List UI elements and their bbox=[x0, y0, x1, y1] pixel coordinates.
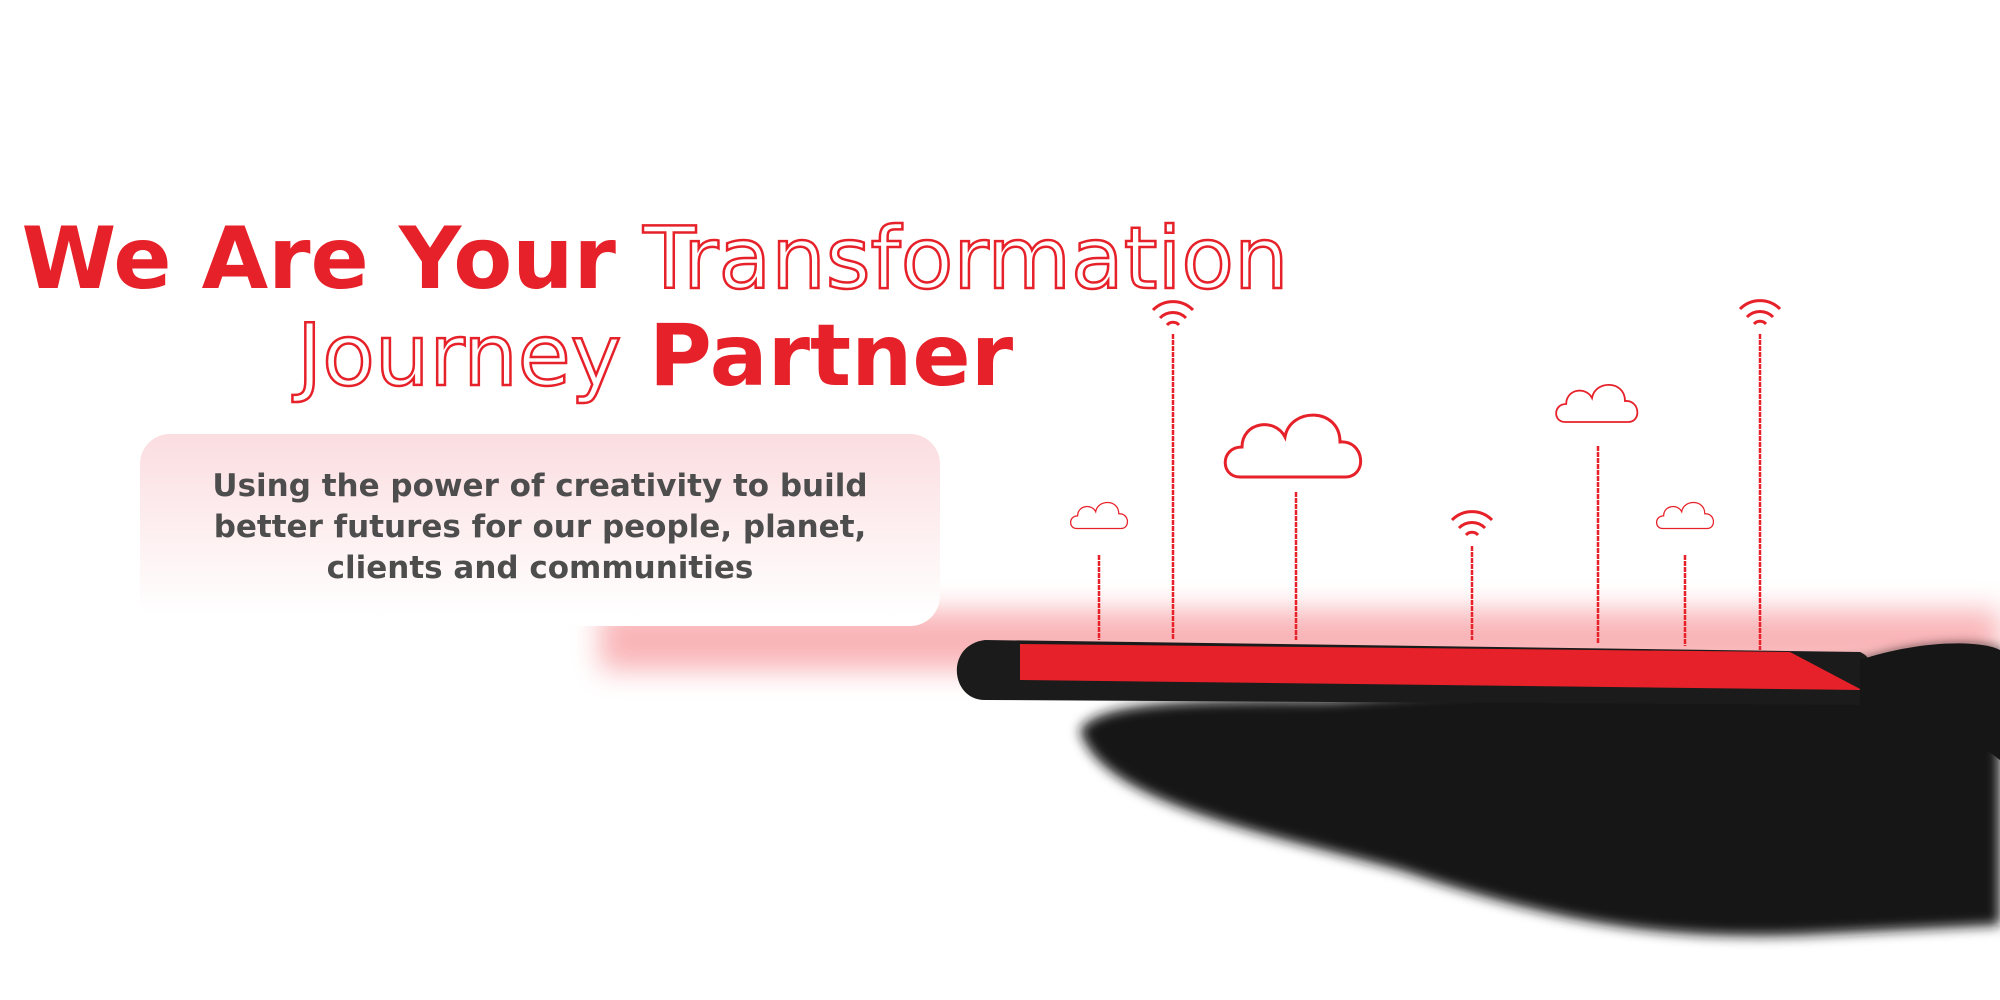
cloud-icons bbox=[1069, 299, 1782, 650]
description: Using the power of creativity to build b… bbox=[212, 468, 868, 586]
title-bold: Partner bbox=[649, 306, 1014, 406]
hand bbox=[956, 640, 2000, 936]
hero-title-line-2: Journey Partner bbox=[292, 306, 1014, 406]
title-bold: We Are Your bbox=[22, 209, 617, 309]
title-outline: Journey bbox=[292, 306, 622, 406]
description-box bbox=[140, 434, 940, 626]
title-outline: Transformation bbox=[642, 209, 1288, 309]
hero-title-line-1: We Are Your Transformation bbox=[22, 209, 1289, 309]
